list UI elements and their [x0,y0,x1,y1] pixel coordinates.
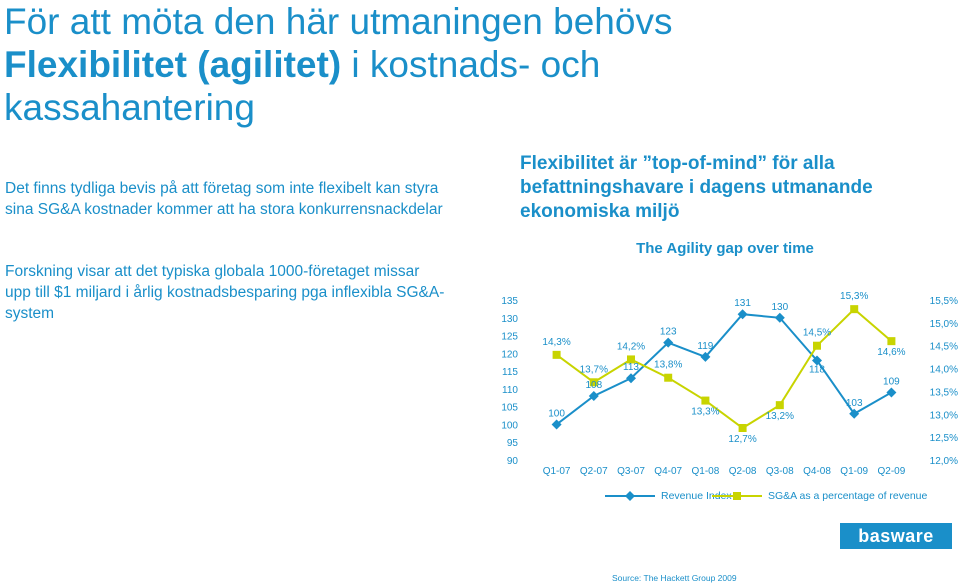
y-left-tick-label: 115 [502,367,518,378]
y-left-tick-label: 95 [507,438,519,449]
legend-sga: SG&A as a percentage of revenue [712,488,927,504]
legend-revenue-index: Revenue Index [605,488,732,504]
y-left-tick-label: 135 [501,296,518,307]
y-right-tick-label: 13,5% [930,387,958,398]
y-right-tick-label: 15,5% [930,296,958,307]
legend-revenue-marker [605,491,655,501]
chart-title: The Agility gap over time [636,240,814,257]
sga-percentage-data-label: 13,2% [766,411,794,422]
revenue-index-data-label: 118 [809,364,825,375]
revenue-index-point [774,312,785,323]
sga-percentage-point [775,401,784,410]
sga-percentage-point [887,337,896,346]
revenue-index-point [849,408,860,419]
y-right-tick-label: 13,0% [930,410,958,421]
title-line-3: kassahantering [4,87,255,128]
revenue-index-point [700,351,711,362]
x-tick-label: Q1-07 [543,466,571,477]
legend-sga-marker [712,492,762,500]
sga-percentage-point [552,350,561,359]
x-tick-label: Q4-07 [654,466,682,477]
title-line-1: För att möta den här utmaningen behövs [4,1,673,42]
sga-percentage-data-label: 14,2% [617,341,645,352]
revenue-index-data-label: 109 [883,376,900,387]
agility-gap-chart: 90 95 100 105 110 115 120 125 130 135 12,0% 12,5% 13… [501,291,958,477]
sga-percentage-data-label: 14,3% [542,337,570,348]
y-left-tick-label: 90 [507,456,519,467]
sga-percentage-point [701,396,710,405]
series-line-revenue-index [555,313,892,426]
sga-percentage-point [627,355,635,364]
revenue-index-data-label: 130 [771,302,788,313]
revenue-index-data-label: 131 [734,298,751,309]
revenue-index-point [737,309,748,320]
source-note: Source: The Hackett Group 2009 [612,573,737,583]
x-tick-label: Q2-08 [729,466,757,477]
y-left-tick-label: 125 [501,332,518,343]
y-left-tick-label: 120 [501,349,518,360]
series-line-sga-percentage [556,307,893,430]
revenue-index-data-label: 103 [846,398,863,409]
revenue-index-point [812,355,822,366]
revenue-index-data-label: 100 [548,408,565,419]
revenue-index-data-label: 119 [697,341,713,352]
x-tick-label: Q1-09 [840,466,868,477]
chart-heading: Flexibilitet är ”top-of-mind” för alla b… [520,153,873,222]
sga-percentage-point [664,373,673,382]
x-tick-label: Q3-07 [617,466,645,477]
y-left-tick-label: 100 [501,420,518,431]
paragraph-evidence: Det finns tydliga bevis på att företag s… [5,180,443,218]
sga-percentage-data-label: 12,7% [728,434,756,445]
legend-sga-label: SG&A as a percentage of revenue [768,490,928,502]
slide-title: För att möta den här utmaningen behövs F… [4,0,704,129]
sga-percentage-data-label: 14,6% [877,347,905,358]
y-right-tick-label: 14,5% [930,342,958,353]
paragraph-research: Forskning visar att det typiska globala … [5,263,445,322]
revenue-index-data-label: 108 [585,380,602,391]
y-right-tick-label: 15,0% [930,319,958,330]
x-tick-label: Q2-09 [878,466,906,477]
sga-percentage-point [850,305,859,314]
x-tick-label: Q2-07 [580,466,608,477]
sga-percentage-data-label: 13,3% [691,407,719,418]
x-tick-label: Q1-08 [692,466,720,477]
title-bold-part: Flexibilitet (agilitet) [4,44,342,85]
sga-percentage-point [738,424,747,432]
sga-percentage-data-label: 13,7% [580,364,608,375]
revenue-index-data-label: 123 [660,327,677,338]
revenue-index-point [626,373,636,384]
sga-percentage-point [589,378,598,387]
y-right-tick-label: 12,0% [930,456,958,467]
sga-percentage-data-label: 13,8% [654,360,682,371]
y-left-tick-label: 105 [501,403,518,414]
revenue-index-point [588,391,599,401]
basware-logo: basware [840,523,952,549]
y-right-tick-label: 12,5% [930,433,958,444]
sga-percentage-data-label: 15,3% [840,291,868,302]
revenue-index-point [663,337,674,348]
y-left-tick-label: 130 [501,314,518,325]
revenue-index-point [886,387,897,398]
revenue-index-point [551,419,562,430]
sga-percentage-point [813,341,821,350]
x-tick-label: Q4-08 [803,466,831,477]
sga-percentage-data-label: 14,5% [803,328,831,339]
legend-revenue-label: Revenue Index [661,490,732,502]
title-rest-part: i kostnads- och [341,44,601,85]
y-right-tick-label: 14,0% [930,365,958,376]
title-line-2: Flexibilitet (agilitet) i kostnads- och [4,43,704,86]
revenue-index-data-label: 113 [623,362,639,373]
x-tick-label: Q3-08 [766,466,794,477]
y-left-tick-label: 110 [502,385,518,396]
